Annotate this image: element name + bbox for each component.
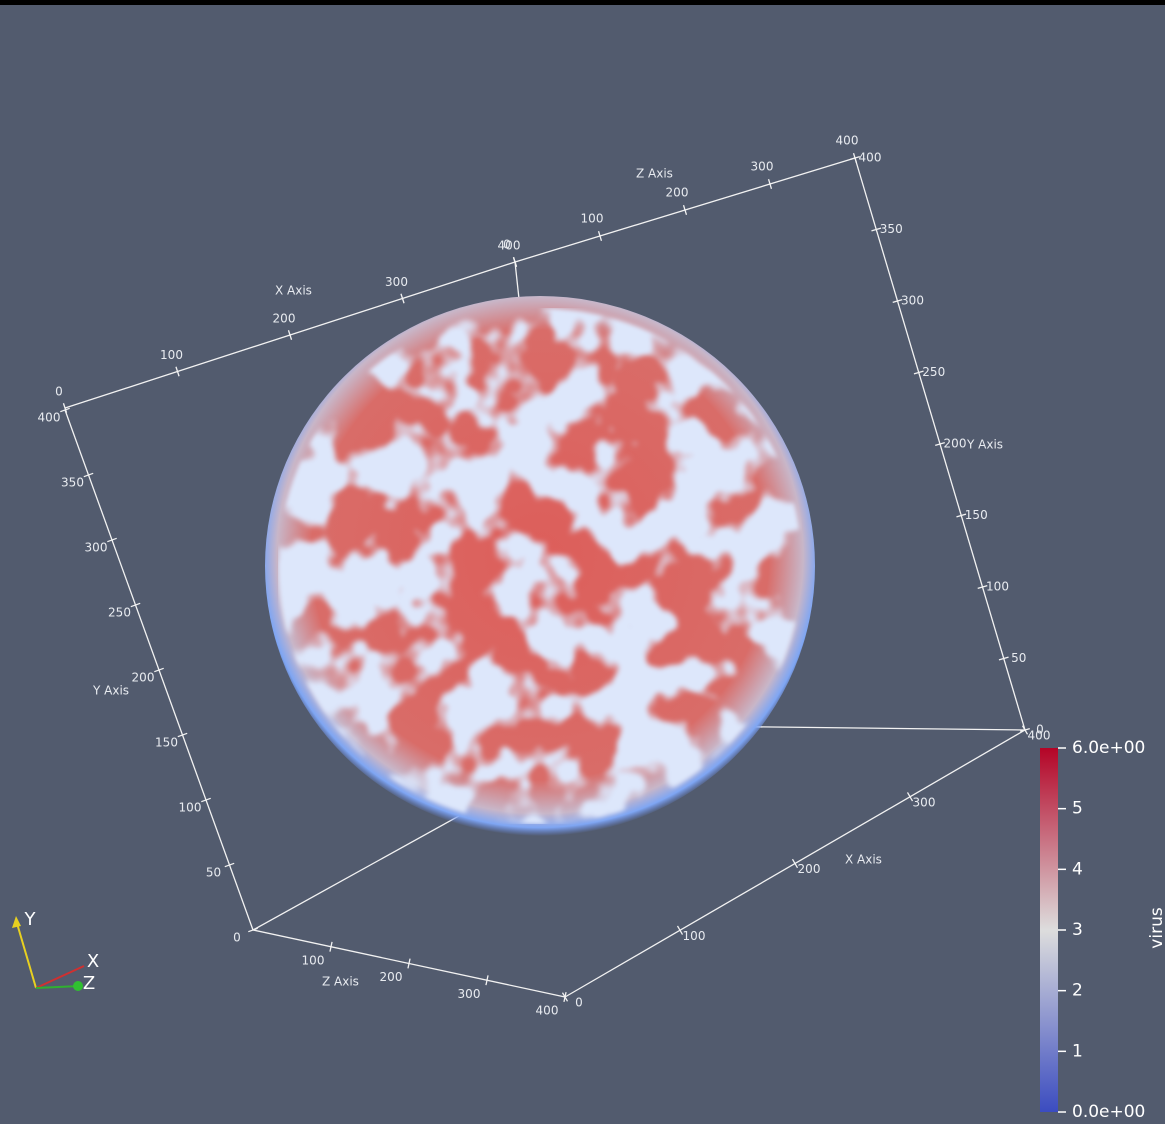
tick-label: 300 — [85, 541, 108, 555]
tick-label: 150 — [965, 508, 988, 522]
tick-label: 100 — [160, 348, 183, 362]
tick-mark — [485, 975, 489, 986]
axis-title: Z Axis — [636, 167, 673, 181]
orientation-axes: X Y Z — [12, 909, 99, 994]
z-axis-arrow — [35, 985, 81, 989]
axis-title: X Axis — [845, 853, 882, 867]
tick-label: 100 — [581, 212, 604, 226]
colorbar-label: 4 — [1072, 859, 1083, 879]
tick-label: 100 — [302, 953, 325, 967]
tick-mark — [682, 205, 688, 215]
tick-label: 200 — [666, 186, 689, 200]
tick-mark — [201, 797, 211, 803]
axis-title: Y Axis — [92, 684, 129, 698]
y-axis-arrow — [15, 919, 37, 989]
orientation-label: Y — [24, 909, 37, 930]
tick-label: 200 — [798, 862, 821, 876]
tick-mark — [83, 472, 94, 478]
y-arrow-head — [12, 916, 21, 928]
top-bar — [0, 0, 1165, 5]
tick-label: 300 — [751, 160, 774, 174]
axes-grid: 0 100 200 300 400 X Axis 0 100 200 300 400 Z Axis 0 5… — [38, 134, 1051, 1018]
tick-mark — [850, 155, 860, 161]
tick-label: 0 — [233, 931, 241, 945]
tick-label: 0 — [1036, 723, 1044, 737]
tick-mark — [60, 407, 70, 413]
tick-label: 300 — [458, 987, 481, 1001]
tick-mark — [892, 298, 903, 304]
tick-label: 100 — [986, 580, 1009, 594]
colorbar-label: 3 — [1072, 920, 1083, 940]
colorbar-label: 1 — [1072, 1041, 1083, 1061]
tick-mark — [1020, 727, 1030, 733]
colorbar-label: 5 — [1072, 799, 1083, 819]
tick-mark — [400, 293, 405, 304]
tick-label: 350 — [61, 476, 84, 490]
tick-label: 0 — [55, 385, 63, 399]
orientation-label: X — [87, 951, 99, 972]
tick-label: 0 — [575, 996, 583, 1010]
colorbar-label: 6.0e+00 — [1072, 738, 1145, 758]
tick-mark — [791, 858, 799, 869]
tick-label: 400 — [1028, 729, 1051, 743]
tick-label: 50 — [206, 866, 221, 880]
sphere-texture — [278, 308, 802, 824]
tick-mark — [935, 441, 945, 447]
orientation-label: Z — [83, 973, 95, 994]
tick-label: 250 — [922, 365, 945, 379]
axis-title: Z Axis — [322, 975, 359, 989]
axis-title: X Axis — [275, 284, 312, 298]
tick-mark — [676, 925, 684, 935]
tick-label: 100 — [683, 929, 706, 943]
tick-label: 200 — [273, 312, 296, 326]
tick-mark — [977, 584, 988, 590]
tick-mark — [906, 792, 914, 802]
tick-label: 250 — [108, 606, 131, 620]
colorbar-label: 2 — [1072, 981, 1083, 1001]
x-axis-arrow — [35, 965, 85, 989]
tick-label: 300 — [901, 294, 924, 308]
tick-mark — [512, 257, 518, 267]
tick-label: 400 — [836, 134, 859, 148]
tick-mark — [177, 732, 188, 738]
tick-label: 300 — [913, 795, 936, 809]
tick-mark — [871, 227, 882, 232]
tick-label: 400 — [498, 239, 521, 253]
tick-mark — [597, 231, 603, 241]
volume — [265, 296, 815, 836]
tick-mark — [956, 513, 967, 518]
colorbar: 6.0e+00 5 4 3 2 1 0.0e+00 virus — [1040, 738, 1165, 1122]
tick-mark — [998, 656, 1009, 661]
tick-label: 0 — [503, 238, 511, 252]
tick-label: 200 — [132, 671, 155, 685]
tick-mark — [107, 537, 117, 543]
tick-mark — [175, 366, 180, 377]
tick-mark — [329, 941, 333, 952]
z-arrow-head — [73, 981, 83, 991]
tick-label: 350 — [880, 222, 903, 236]
tick-mark — [130, 602, 141, 608]
tick-label: 400 — [38, 411, 61, 425]
colorbar-gradient — [1040, 748, 1058, 1112]
tick-label: 100 — [179, 801, 202, 815]
tick-mark — [561, 992, 569, 1002]
tick-label: 400 — [536, 1004, 559, 1018]
tick-label: 300 — [385, 275, 408, 289]
tick-mark — [287, 330, 293, 340]
tick-label: 150 — [155, 736, 178, 750]
tick-mark — [224, 862, 235, 868]
tick-mark — [913, 370, 924, 375]
tick-mark — [767, 179, 773, 189]
tick-label: 200 — [944, 437, 967, 451]
tick-label: 50 — [1011, 651, 1026, 665]
tick-label: 400 — [859, 151, 882, 165]
tick-mark — [154, 667, 164, 673]
colorbar-title: virus — [1147, 907, 1165, 949]
colorbar-label: 0.0e+00 — [1072, 1102, 1145, 1122]
tick-label: 200 — [380, 970, 403, 984]
tick-mark — [407, 958, 411, 969]
axis-title: Y Axis — [966, 438, 1003, 452]
